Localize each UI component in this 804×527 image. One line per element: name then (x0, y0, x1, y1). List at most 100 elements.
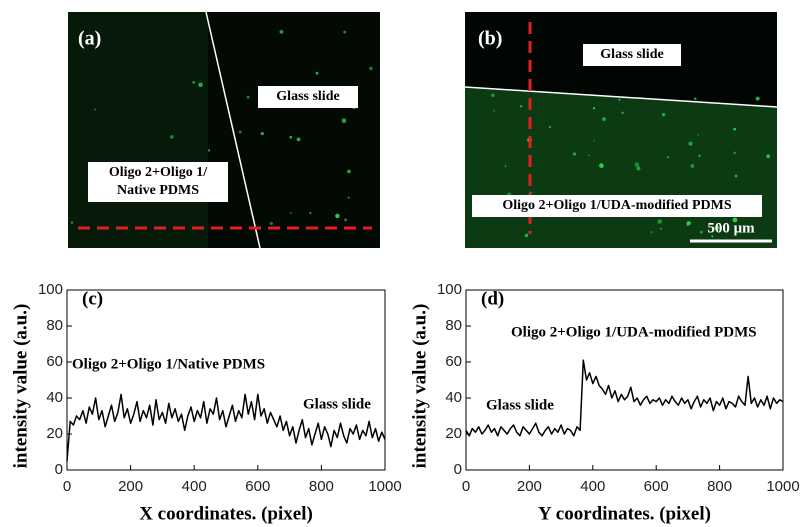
panel-label: (a) (78, 28, 101, 50)
x-tick-label: 800 (309, 478, 334, 495)
speckle (269, 221, 273, 225)
speckle (491, 93, 495, 98)
speckle (70, 221, 74, 224)
annotation-box (583, 44, 681, 66)
x-axis-title: Y coordinates. (pixel) (538, 503, 711, 524)
x-axis-title: X coordinates. (pixel) (139, 503, 313, 524)
speckle (698, 154, 701, 158)
speckle (766, 154, 771, 159)
speckle (593, 139, 595, 142)
x-tick-label: 400 (580, 478, 605, 495)
speckle (309, 212, 312, 215)
panel-label: (b) (478, 28, 502, 50)
speckle (344, 218, 347, 222)
speckle (260, 131, 264, 136)
speckle (697, 134, 700, 136)
data-line (66, 393, 386, 462)
speckle (650, 231, 653, 234)
speckle (588, 154, 590, 157)
boundary-line (205, 11, 261, 249)
y-tick-label: 100 (437, 281, 462, 298)
speckle (347, 169, 351, 174)
scale-bar-label: 500 μm (707, 220, 755, 236)
speckle (714, 225, 720, 230)
speckle (347, 196, 350, 199)
speckle (693, 97, 697, 101)
speckle (618, 98, 621, 101)
x-tick-label: 0 (63, 478, 71, 495)
speckle (666, 156, 669, 159)
x-tick-label: 800 (707, 478, 732, 495)
speckle (289, 135, 293, 139)
speckle (315, 71, 319, 75)
boundary-line (464, 86, 778, 108)
speckle (621, 111, 624, 114)
speckle (238, 130, 242, 134)
panel-label: (d) (481, 288, 504, 309)
x-tick-label: 600 (245, 478, 270, 495)
speckle (732, 217, 738, 223)
speckle (335, 213, 340, 219)
speckle (548, 126, 552, 129)
speckle (657, 219, 662, 224)
speckle (169, 135, 174, 139)
y-tick-label: 80 (445, 317, 462, 334)
speckle (602, 117, 606, 121)
data-line (465, 359, 784, 437)
plot-frame (465, 289, 784, 471)
speckle (296, 137, 301, 142)
speckle (524, 233, 529, 238)
speckle (289, 212, 292, 215)
annotation: Oligo 2+Oligo 1/ (109, 165, 208, 180)
x-tick-label: 1000 (368, 478, 401, 495)
speckle (733, 151, 736, 154)
y-tick-label: 40 (445, 389, 462, 406)
speckle (755, 96, 760, 101)
y-tick-label: 80 (46, 317, 63, 334)
speckle (208, 149, 211, 152)
x-tick-label: 400 (182, 478, 207, 495)
annotation: Oligo 2+Oligo 1/UDA-modified PDMS (511, 324, 757, 340)
speckle (636, 166, 641, 171)
annotation: Native PDMS (117, 183, 199, 198)
speckle (599, 163, 604, 168)
y-tick-label: 60 (46, 353, 63, 370)
annotation: Glass slide (600, 47, 663, 62)
speckle (734, 174, 738, 178)
speckle (660, 227, 662, 230)
speckle (686, 221, 691, 226)
plot-frame (66, 289, 386, 471)
y-tick-label: 20 (46, 425, 63, 442)
speckle (733, 127, 737, 131)
annotation: Oligo 2+Oligo 1/UDA-modified PDMS (502, 198, 731, 213)
x-tick-label: 200 (118, 478, 143, 495)
speckle (94, 108, 97, 111)
annotation: Oligo 2+Oligo 1/Native PDMS (72, 356, 265, 372)
y-tick-label: 20 (445, 425, 462, 442)
annotation: Glass slide (276, 89, 339, 104)
pdms-region-a (68, 12, 208, 248)
speckle (661, 113, 666, 117)
speckle (343, 30, 347, 34)
speckle (690, 164, 695, 168)
speckle (572, 152, 577, 156)
speckle (198, 82, 203, 88)
speckle (369, 66, 373, 71)
y-tick-label: 40 (46, 389, 63, 406)
speckle (711, 235, 714, 238)
speckle (504, 165, 507, 167)
speckle (279, 29, 284, 34)
panel-label: (c) (82, 288, 103, 309)
speckle (592, 107, 596, 110)
speckle (192, 81, 196, 84)
annotation-box (258, 86, 358, 108)
x-tick-label: 600 (644, 478, 669, 495)
y-tick-label: 0 (55, 461, 63, 478)
speckle (246, 95, 250, 99)
annotation: Glass slide (486, 397, 554, 413)
x-tick-label: 1000 (766, 478, 799, 495)
y-tick-label: 0 (454, 461, 462, 478)
x-tick-label: 200 (517, 478, 542, 495)
y-tick-label: 100 (38, 281, 63, 298)
